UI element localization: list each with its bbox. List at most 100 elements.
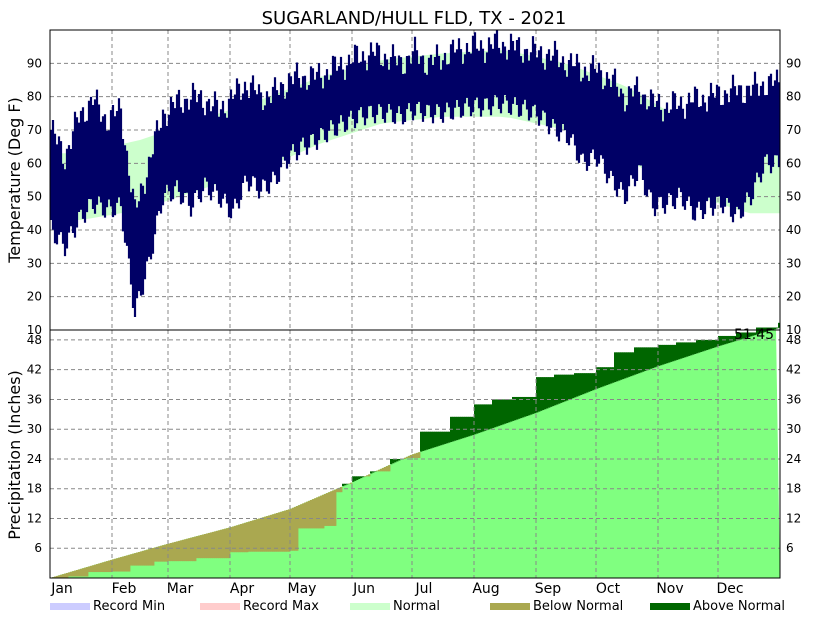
above-normal-bar — [712, 339, 715, 349]
above-normal-bar — [656, 347, 659, 367]
above-normal-bar — [652, 347, 655, 369]
precipitation-tick-label: 18 — [27, 482, 42, 496]
below-normal-bar — [272, 514, 275, 552]
below-normal-bar — [180, 540, 183, 562]
below-normal-bar — [150, 548, 153, 566]
below-normal-bar — [348, 483, 351, 485]
above-normal-bar — [618, 352, 621, 381]
below-normal-bar — [292, 507, 295, 551]
above-normal-bar — [586, 373, 589, 393]
legend-label: Above Normal — [693, 599, 785, 614]
above-normal-bar — [578, 373, 581, 396]
temperature-y-ticks-right: 10 20 30 40 50 60 70 80 90 — [786, 56, 801, 337]
above-normal-bar — [496, 399, 499, 427]
above-normal-bar — [456, 416, 459, 441]
below-normal-bar — [166, 544, 169, 562]
above-normal-bar — [720, 335, 723, 346]
below-normal-bar — [146, 549, 149, 566]
above-normal-bar — [584, 373, 587, 394]
below-normal-bar — [314, 498, 317, 529]
below-normal-bar — [236, 525, 239, 553]
below-normal-bar — [382, 467, 385, 472]
above-normal-bar — [370, 471, 373, 474]
below-normal-bar — [58, 575, 61, 578]
precipitation-tick-label: 42 — [786, 363, 801, 377]
legend-label: Normal — [393, 599, 440, 614]
temperature-y-ticks-left: 10 20 30 40 50 60 70 80 90 — [27, 56, 42, 337]
below-normal-bar — [410, 454, 413, 458]
below-normal-bar — [176, 541, 179, 562]
above-normal-bar — [460, 416, 463, 439]
below-normal-bar — [70, 571, 73, 577]
month-label: Nov — [656, 581, 683, 597]
above-normal-bar — [476, 404, 479, 434]
precipitation-tick-label: 12 — [786, 511, 801, 525]
temperature-tick-label: 40 — [786, 223, 801, 237]
below-normal-bar — [340, 487, 343, 493]
above-normal-bar — [434, 431, 437, 448]
below-normal-bar — [298, 505, 301, 529]
below-normal-bar — [332, 490, 335, 526]
above-normal-bar — [576, 373, 579, 397]
precipitation-tick-label: 42 — [27, 363, 42, 377]
below-normal-bar — [94, 564, 97, 573]
below-normal-bar — [90, 565, 93, 573]
month-label: Aug — [472, 581, 499, 597]
below-normal-bar — [242, 523, 245, 553]
above-normal-bar — [454, 416, 457, 441]
chart-title: SUGARLAND/HULL FLD, TX - 2021 — [262, 8, 567, 29]
above-normal-bar — [716, 339, 719, 347]
above-normal-bar — [498, 399, 501, 426]
above-normal-bar — [352, 476, 355, 482]
below-normal-bar — [412, 454, 415, 458]
above-normal-bar — [686, 342, 689, 357]
below-normal-bar — [324, 493, 327, 526]
below-normal-bar — [300, 504, 303, 529]
below-normal-bar — [190, 537, 193, 562]
above-normal-bar — [518, 396, 521, 419]
month-label: Jul — [415, 581, 433, 597]
below-normal-bar — [64, 573, 67, 578]
above-normal-bar — [740, 332, 743, 340]
precipitation-tick-label: 6 — [34, 541, 42, 555]
above-normal-bar — [646, 347, 649, 371]
below-normal-bar — [270, 514, 273, 552]
below-normal-bar — [404, 457, 407, 459]
above-normal-bar — [458, 416, 461, 440]
below-normal-bar — [244, 522, 247, 553]
below-normal-bar — [378, 469, 381, 472]
below-normal-bar — [312, 499, 315, 529]
legend-swatch — [350, 603, 390, 610]
above-normal-bar — [472, 416, 475, 435]
below-normal-bar — [154, 547, 157, 562]
precipitation-tick-label: 30 — [786, 422, 801, 436]
above-normal-bar — [552, 377, 555, 407]
below-normal-bar — [288, 509, 291, 552]
above-normal-bar — [708, 339, 711, 350]
below-normal-bar — [302, 503, 305, 529]
precipitation-tick-label: 6 — [786, 541, 794, 555]
above-normal-bar — [374, 471, 377, 472]
below-normal-bar — [380, 468, 383, 472]
above-normal-bar — [448, 431, 451, 443]
above-normal-bar — [654, 347, 657, 368]
above-normal-bar — [594, 373, 597, 390]
above-normal-bar — [590, 373, 593, 392]
above-normal-bar — [344, 483, 347, 486]
below-normal-bar — [60, 574, 63, 578]
above-normal-bar — [692, 342, 695, 355]
above-normal-bar — [768, 327, 771, 331]
above-normal-bar — [558, 374, 561, 404]
below-normal-bar — [276, 513, 279, 552]
above-normal-bar — [538, 377, 541, 412]
precipitation-tick-label: 48 — [27, 333, 42, 347]
temperature-daily-bars — [49, 30, 781, 317]
above-normal-bar — [682, 342, 685, 358]
below-normal-bar — [174, 541, 177, 562]
above-normal-bar — [546, 377, 549, 409]
below-normal-bar — [376, 470, 379, 472]
below-normal-bar — [112, 559, 115, 572]
above-normal-bar — [354, 476, 357, 481]
above-normal-bar — [550, 377, 553, 407]
